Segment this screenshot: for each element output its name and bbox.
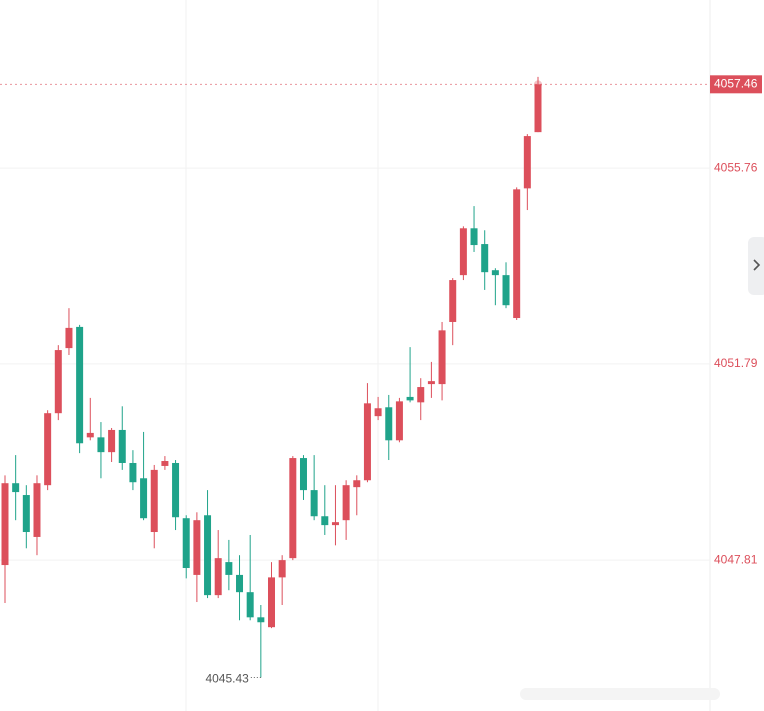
candle-body	[97, 437, 105, 453]
candle-body	[406, 396, 414, 401]
candle-body	[374, 408, 382, 417]
candle-body	[33, 483, 41, 537]
candle-body	[513, 189, 521, 319]
candle-body	[491, 270, 499, 276]
y-tick-label: 4047.81	[714, 552, 758, 566]
scroll-tab[interactable]	[748, 237, 764, 295]
candle-body	[459, 228, 467, 276]
candle-body	[502, 275, 510, 306]
candle-body	[140, 478, 148, 519]
candle-body	[225, 562, 233, 575]
y-tick-label: 4051.79	[714, 356, 758, 370]
candle-body	[129, 462, 137, 483]
candle-body	[449, 280, 457, 322]
candle-body	[534, 84, 542, 133]
candle-body	[268, 577, 275, 628]
watermark	[520, 688, 720, 700]
candle-body	[470, 228, 478, 246]
candle-body	[44, 413, 52, 486]
candle-body	[65, 327, 73, 349]
candle-body	[417, 387, 425, 403]
last-price-dot	[534, 80, 542, 89]
candle-body	[54, 350, 62, 414]
low-annotation-label: 4045.43	[205, 672, 249, 686]
candle-body	[342, 485, 350, 521]
candle-body	[299, 458, 307, 491]
candle-body	[118, 429, 126, 463]
last-price-box	[710, 75, 762, 94]
candle-body	[321, 516, 329, 526]
candle-body	[246, 592, 254, 618]
candle-body	[214, 558, 222, 596]
candle-body	[385, 407, 393, 441]
candle-body	[108, 429, 116, 453]
candle-body	[182, 518, 190, 569]
candle-body	[427, 381, 435, 385]
candle-body	[523, 136, 531, 189]
scroll-button[interactable]	[748, 237, 764, 295]
candle-body	[172, 462, 180, 518]
candle-body	[278, 560, 286, 578]
chevron-icon	[753, 259, 761, 271]
candle-body	[193, 520, 201, 575]
candle-body	[86, 432, 94, 438]
y-tick-label: 4055.76	[714, 160, 758, 174]
candle-body	[257, 617, 265, 623]
candle-body	[236, 574, 244, 593]
candle-body	[12, 483, 20, 493]
candle-body	[438, 330, 446, 385]
candle-body	[481, 244, 489, 273]
candle-body	[310, 490, 318, 517]
candle-body	[161, 461, 169, 466]
candle-body	[363, 403, 371, 481]
candle-body	[353, 480, 361, 488]
candle-body	[22, 495, 30, 533]
last-price-label: 4057.46	[714, 76, 758, 90]
candle-body	[1, 483, 9, 566]
candle-body	[331, 522, 339, 526]
candle-body	[289, 458, 297, 559]
candle-body	[395, 401, 403, 441]
candle-body	[76, 326, 84, 444]
candle-body	[204, 515, 212, 596]
candle-body	[150, 469, 158, 533]
